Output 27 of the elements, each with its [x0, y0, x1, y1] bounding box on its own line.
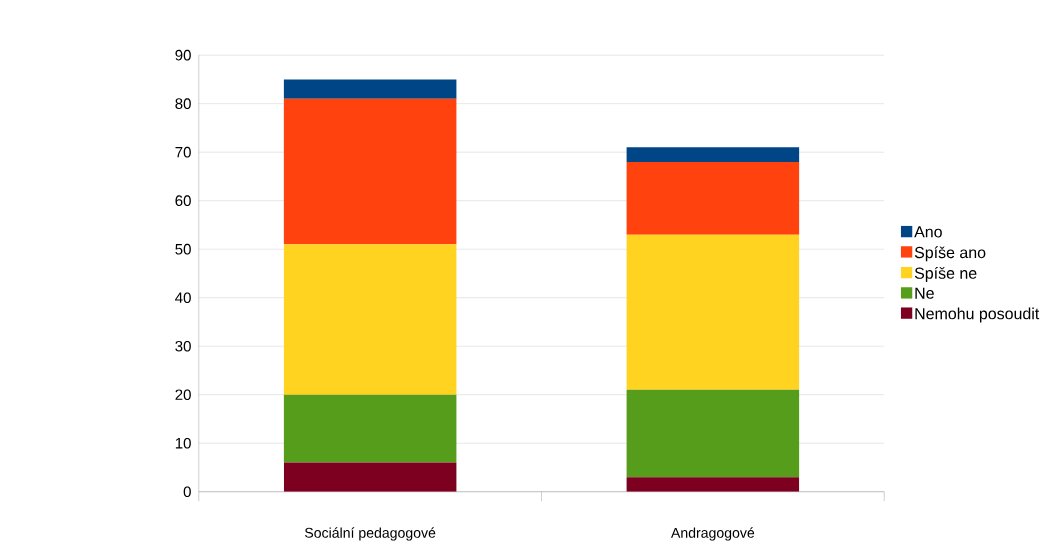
y-tick-label: 20: [175, 389, 191, 401]
y-tick-label: 50: [175, 244, 191, 255]
legend-label: Spíše ano: [914, 246, 986, 262]
bar: [626, 147, 800, 162]
bar: [626, 234, 800, 390]
y-tick-label: 40: [175, 292, 191, 304]
legend-label: Spíše ne: [914, 267, 977, 283]
bar: [283, 394, 457, 463]
bar: [626, 389, 800, 478]
bar: [283, 462, 457, 492]
bar: [626, 162, 800, 235]
y-tick-label: 70: [175, 146, 191, 158]
legend-label: Ano: [914, 226, 942, 238]
bar: [283, 79, 457, 99]
legend-label: Ne: [915, 287, 934, 299]
x-tick-label: Andragogové: [670, 527, 755, 541]
y-tick-label: 90: [175, 49, 191, 61]
y-tick-label: 0: [183, 486, 191, 498]
legend-label: Nemohu posoudit: [915, 307, 1040, 323]
x-tick-label: Sociální pedagogové: [304, 527, 436, 541]
y-tick-label: 10: [175, 438, 191, 449]
y-tick-label: 60: [175, 195, 191, 207]
bar: [283, 244, 457, 395]
y-tick-label: 80: [175, 98, 191, 110]
bar: [283, 98, 457, 245]
bar: [626, 477, 800, 492]
y-tick-label: 30: [175, 341, 191, 352]
